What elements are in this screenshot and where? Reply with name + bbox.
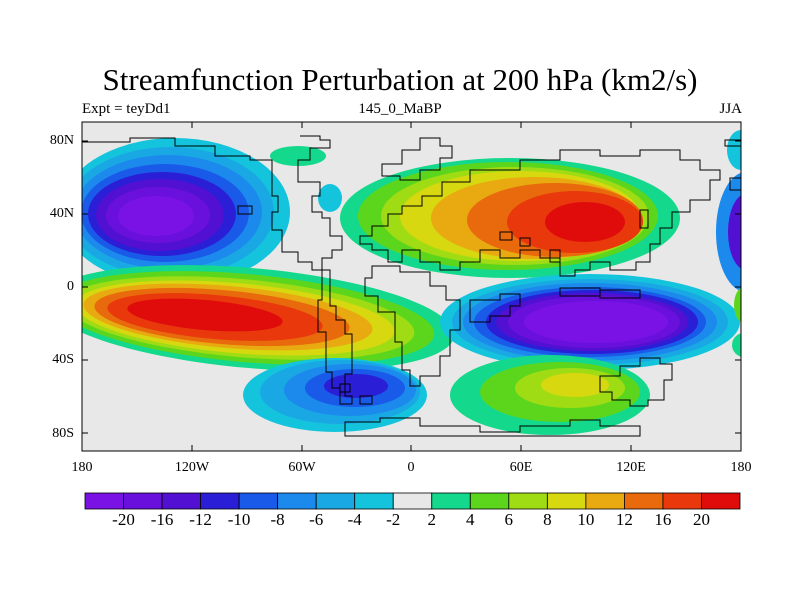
colorbar-label: 12 bbox=[615, 510, 633, 529]
season-label: JJA bbox=[719, 101, 742, 117]
colorbar-swatch bbox=[585, 492, 625, 510]
lat-tick-label: 40N bbox=[49, 206, 74, 221]
colorbar-swatch bbox=[662, 492, 702, 510]
lon-tick-label: 60E bbox=[509, 460, 533, 475]
colorbar bbox=[84, 492, 741, 510]
colorbar-label: -4 bbox=[347, 510, 362, 529]
colorbar-label: -10 bbox=[227, 510, 251, 529]
colorbar-label: -6 bbox=[309, 510, 324, 529]
south-indian-high bbox=[450, 355, 650, 435]
lon-tick-label: 120W bbox=[174, 460, 210, 475]
lon-tick-label: 60W bbox=[288, 460, 316, 475]
colorbar-swatch bbox=[431, 492, 471, 510]
colorbar-label: 4 bbox=[466, 510, 475, 529]
colorbar-label: 16 bbox=[654, 510, 672, 529]
colorbar-label: 8 bbox=[543, 510, 552, 529]
colorbar-swatch bbox=[354, 492, 394, 510]
lon-tick-label: 120E bbox=[616, 460, 646, 475]
lon-tick-label: 180 bbox=[71, 460, 93, 475]
lat-tick-label: 80S bbox=[52, 426, 74, 441]
colorbar-label: -2 bbox=[386, 510, 401, 529]
colorbar-swatch bbox=[624, 492, 664, 510]
map-title: Streamfunction Perturbation at 200 hPa (… bbox=[102, 62, 698, 97]
contour-field bbox=[82, 122, 741, 451]
colorbar-swatch bbox=[701, 492, 741, 510]
colorbar-swatch bbox=[161, 492, 201, 510]
colorbar-label: -16 bbox=[150, 510, 174, 529]
colorbar-swatch bbox=[546, 492, 587, 510]
period-label: 145_0_MaBP bbox=[358, 101, 442, 117]
colorbar-label: 20 bbox=[693, 510, 710, 529]
colorbar-label: -20 bbox=[112, 510, 135, 529]
colorbar-label: 6 bbox=[504, 510, 514, 529]
lon-tick-label: 180 bbox=[730, 460, 752, 475]
experiment-label: Expt = teyDd1 bbox=[82, 101, 171, 117]
colorbar-swatch bbox=[123, 492, 163, 510]
colorbar-swatch bbox=[469, 492, 510, 510]
lat-tick-label: 0 bbox=[67, 279, 74, 294]
colorbar-label: -8 bbox=[270, 510, 285, 529]
colorbar-label: 10 bbox=[577, 510, 595, 529]
asian-high bbox=[340, 158, 680, 278]
colorbar-swatch bbox=[84, 492, 124, 510]
colorbar-swatch bbox=[200, 492, 240, 510]
colorbar-swatch bbox=[238, 492, 279, 510]
colorbar-swatch bbox=[392, 492, 433, 510]
colorbar-swatch bbox=[315, 492, 356, 510]
coastlines bbox=[82, 135, 741, 437]
lat-tick-label: 40S bbox=[52, 352, 74, 367]
colorbar-label: 2 bbox=[427, 510, 437, 529]
colorbar-label: -12 bbox=[189, 510, 212, 529]
axis-ticks bbox=[82, 122, 741, 451]
north-pacific-low bbox=[82, 138, 290, 286]
colorbar-swatch bbox=[508, 492, 548, 510]
lon-tick-label: 0 bbox=[407, 460, 415, 475]
lat-tick-label: 80N bbox=[49, 133, 74, 148]
south-atlantic-low bbox=[243, 358, 427, 432]
indian-ocean-low bbox=[440, 274, 740, 370]
colorbar-swatch bbox=[277, 492, 317, 510]
